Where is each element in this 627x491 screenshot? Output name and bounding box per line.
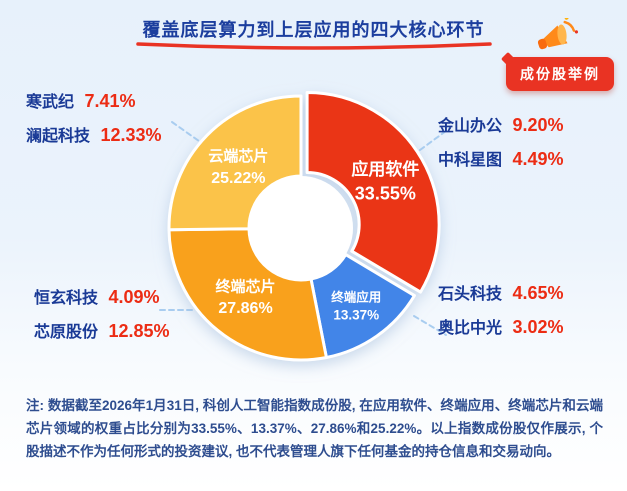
pie-slice-label: 应用软件 33.55% — [351, 159, 419, 203]
stock-group-app-software: 金山办公 9.20% 中科星图 4.49% — [438, 108, 564, 176]
stock-row: 奥比中光 3.02% — [438, 310, 564, 344]
stock-name: 奥比中光 — [438, 320, 503, 337]
stock-weight: 4.09% — [108, 287, 160, 307]
stock-row: 澜起科技 12.33% — [26, 118, 162, 152]
stock-group-terminal-app: 石头科技 4.65% 奥比中光 3.02% — [438, 276, 564, 344]
stock-row: 石头科技 4.65% — [438, 276, 564, 310]
megaphone-icon — [537, 18, 579, 50]
stock-row: 金山办公 9.20% — [438, 108, 564, 142]
stock-row: 芯原股份 12.85% — [34, 314, 170, 348]
stock-name: 澜起科技 — [26, 128, 91, 145]
pie-slice-1 — [305, 91, 441, 294]
stock-name: 石头科技 — [438, 286, 503, 303]
constituent-example-badge: 成份股举例 — [500, 51, 614, 91]
stock-name: 芯原股份 — [34, 324, 99, 341]
title-underline — [135, 42, 492, 50]
stock-weight: 7.41% — [84, 91, 136, 111]
stock-group-terminal-chip: 恒玄科技 4.09% 芯原股份 12.85% — [34, 280, 170, 348]
stock-name: 中科星图 — [438, 152, 503, 169]
footnote: 注: 数据截至2026年1月31日, 科创人工智能指数成份股, 在应用软件、终端… — [26, 398, 603, 460]
badge-label: 成份股举例 — [520, 66, 600, 82]
stock-row: 恒玄科技 4.09% — [34, 280, 170, 314]
donut-hole — [249, 176, 353, 280]
stock-weight: 9.20% — [512, 115, 564, 135]
connector-line-cloud-chip — [171, 121, 207, 147]
stock-weight: 4.49% — [512, 149, 564, 169]
stock-weight: 12.33% — [100, 125, 162, 145]
pie-slice-4 — [167, 94, 303, 232]
connector-line-terminal-app — [413, 315, 447, 336]
page-title: 覆盖底层算力到上层应用的四大核心环节 — [142, 20, 485, 40]
stock-row: 寒武纪 7.41% — [26, 84, 162, 118]
stock-group-cloud-chip: 寒武纪 7.41% 澜起科技 12.33% — [26, 84, 162, 152]
stock-weight: 4.65% — [512, 283, 564, 303]
stock-name: 金山办公 — [438, 118, 503, 135]
pie-slice-label: 终端应用 13.37% — [331, 289, 381, 322]
pie-slice-label: 终端芯片 27.86% — [216, 277, 276, 317]
stock-name: 恒玄科技 — [34, 290, 99, 307]
stock-name: 寒武纪 — [26, 94, 75, 111]
stock-row: 中科星图 4.49% — [438, 142, 564, 176]
stock-weight: 12.85% — [108, 321, 170, 341]
connector-line-app-software — [419, 127, 451, 151]
donut-chart: 应用软件 33.55% 终端应用 13.37% 终端芯片 27.86% 云端芯片 25.22% — [167, 91, 441, 362]
stock-weight: 3.02% — [512, 317, 564, 337]
pie-slice-label: 云端芯片 25.22% — [208, 147, 268, 187]
